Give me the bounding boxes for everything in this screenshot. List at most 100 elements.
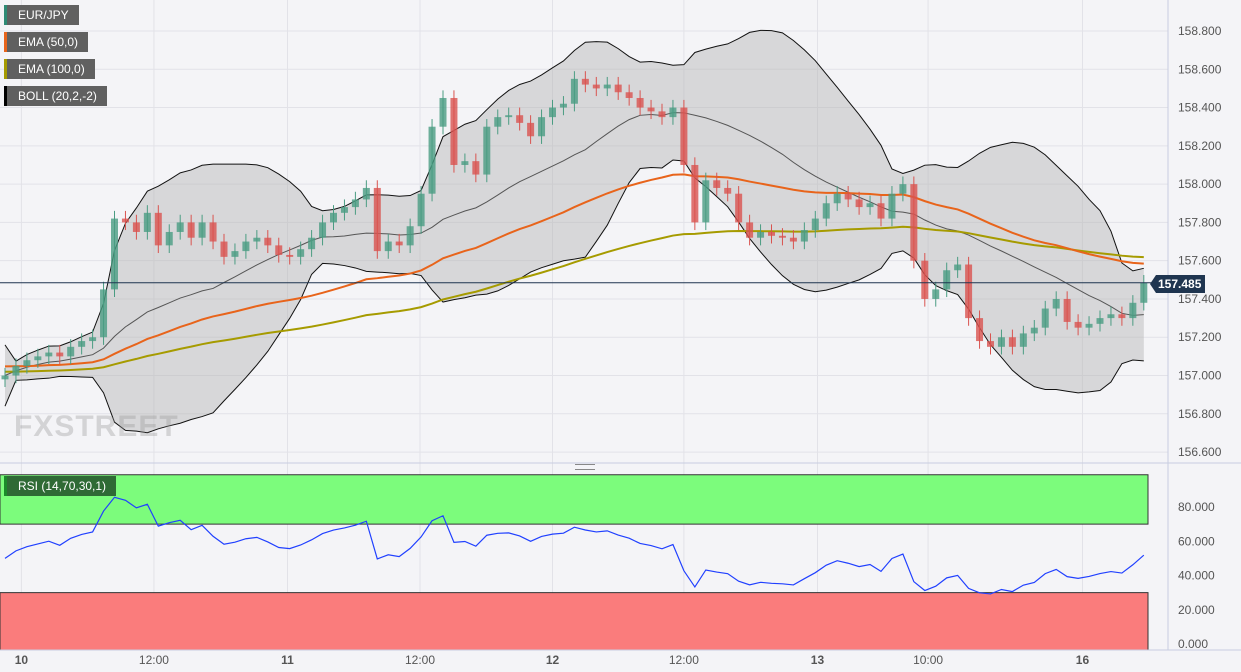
y-tick-label: 157.800 <box>1178 215 1222 229</box>
candle <box>132 222 140 232</box>
candle <box>680 107 688 165</box>
candle <box>943 270 951 290</box>
candle <box>67 346 75 357</box>
y-tick-label: 157.600 <box>1178 254 1222 268</box>
candle <box>997 337 1005 347</box>
rsi-tick-label: 40.000 <box>1178 569 1215 583</box>
candle <box>483 126 491 175</box>
candle <box>89 337 97 342</box>
candle <box>1008 337 1016 347</box>
x-tick-label: 12:00 <box>669 653 699 667</box>
ema50-line <box>4 173 1144 368</box>
candle <box>286 254 294 257</box>
candle <box>1041 308 1049 328</box>
candle <box>176 222 184 232</box>
candle <box>746 222 754 238</box>
y-tick-label: 158.600 <box>1178 62 1222 76</box>
x-tick-label: 11 <box>281 653 294 667</box>
candle <box>198 222 206 238</box>
rsi-tick-label: 60.000 <box>1178 534 1215 548</box>
candle <box>768 231 775 236</box>
candle <box>932 289 940 299</box>
candle <box>56 352 64 357</box>
candle <box>384 241 392 252</box>
candle <box>1107 314 1115 319</box>
candle <box>549 107 556 118</box>
candle <box>143 212 151 232</box>
candle <box>636 97 644 108</box>
y-tick-label: 158.000 <box>1178 177 1222 191</box>
candle <box>428 126 436 194</box>
candle <box>319 222 327 238</box>
y-tick-label: 156.600 <box>1178 445 1222 459</box>
x-tick-label: 16 <box>1076 653 1090 667</box>
candle <box>976 318 984 342</box>
candle <box>1 375 9 380</box>
legend-eurjpy[interactable]: EUR/JPY <box>4 5 79 25</box>
rsi-overbought-zone <box>0 474 1149 525</box>
candle <box>811 218 819 231</box>
x-tick-label: 10 <box>15 653 29 667</box>
candle <box>121 218 129 223</box>
candle <box>822 203 830 219</box>
x-tick-label: 10:00 <box>913 653 943 667</box>
pane-resize-handle[interactable] <box>575 464 595 470</box>
candle <box>154 212 162 246</box>
rsi-tick-label: 20.000 <box>1178 603 1215 617</box>
candle <box>1052 298 1060 309</box>
candle <box>559 103 567 108</box>
candle <box>165 231 173 246</box>
y-tick-label: 157.200 <box>1178 330 1222 344</box>
candle <box>527 122 535 137</box>
candle <box>691 164 699 223</box>
candle <box>592 84 600 89</box>
candle <box>855 199 863 208</box>
candle <box>23 360 31 366</box>
candle <box>516 115 524 123</box>
candle <box>877 203 885 219</box>
x-tick-label: 12:00 <box>139 653 169 667</box>
current-price-label: 157.485 <box>1150 275 1206 293</box>
candle <box>844 193 852 200</box>
rsi-tick-label: 0.000 <box>1178 637 1208 651</box>
candle <box>450 97 458 165</box>
candle <box>1129 302 1137 319</box>
candle <box>778 235 786 238</box>
candle <box>461 161 469 165</box>
candle <box>220 241 228 257</box>
candle <box>395 241 403 246</box>
rsi-oversold-zone <box>0 592 1149 651</box>
legend-rsi[interactable]: RSI (14,70,30,1) <box>4 476 117 496</box>
candle <box>538 117 546 137</box>
legend-boll[interactable]: BOLL (20,2,-2) <box>4 86 107 106</box>
candle <box>724 187 732 194</box>
candle <box>1030 327 1038 334</box>
candle <box>647 107 655 112</box>
candle <box>702 180 710 223</box>
candle <box>45 352 53 357</box>
legend-ema50[interactable]: EMA (50,0) <box>4 32 89 52</box>
candle <box>987 341 994 347</box>
y-tick-label: 158.400 <box>1178 101 1222 115</box>
legend-ema100[interactable]: EMA (100,0) <box>4 59 95 79</box>
candle <box>789 237 797 242</box>
candle <box>1140 282 1148 303</box>
candle <box>1096 318 1104 324</box>
x-tick-label: 13 <box>811 653 825 667</box>
candle <box>954 264 962 271</box>
candle <box>658 111 666 118</box>
candle <box>570 78 578 104</box>
y-tick-label: 157.400 <box>1178 292 1222 306</box>
candle <box>757 231 765 238</box>
candle <box>340 207 348 213</box>
candle <box>297 249 305 257</box>
candle <box>965 264 973 319</box>
candle <box>308 237 316 250</box>
candle <box>231 251 239 257</box>
candle <box>1118 314 1126 319</box>
candle <box>242 241 250 252</box>
candle <box>921 260 929 299</box>
candle <box>735 193 743 223</box>
